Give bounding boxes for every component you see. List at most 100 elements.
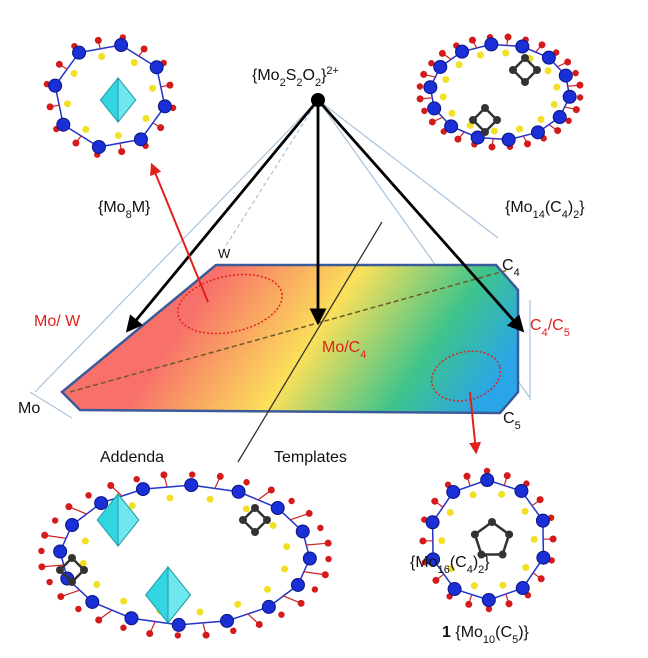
mo-atom [261,599,276,614]
oxygen-atom [243,479,250,486]
oxygen-atom [55,60,63,68]
carbon-atom [521,78,529,86]
carbon-atom [505,530,514,539]
carbon-atom [509,66,517,74]
label: C5 [503,410,521,432]
mo-atom [184,478,199,493]
mo-atom [231,484,246,499]
mo-atom [270,501,285,516]
label-run: (C [450,554,467,571]
label-run: } [321,67,327,84]
oxygen-atom [267,486,275,494]
label: {Mo14(C4)2} [505,199,585,221]
red-arrow [469,391,482,455]
mo-atom [536,550,551,565]
label-run: 2 [296,77,302,89]
sulfur-atom [544,67,552,75]
label-run: 10 [483,634,495,646]
sulfur-atom [114,132,122,140]
mo-atom [501,132,516,147]
sulfur-atom [70,70,78,78]
carbon-atom [56,566,64,574]
label-run: ) [568,199,573,216]
sulfur-atom [439,93,447,101]
mo-atom [541,50,556,65]
oxygen-atom [46,578,53,586]
mo-atom [48,78,63,93]
oxygen-atom [483,467,491,475]
label-run: Mo [18,400,40,417]
oxygen-atom [564,58,572,66]
mo-atom [56,117,71,132]
mo-atom [515,39,530,54]
sulfur-atom [128,502,136,510]
label-run: Mo/ W [34,313,81,330]
label: Mo/ W [34,313,81,330]
sulfur-atom [82,125,90,133]
oxygen-atom [38,547,45,555]
carbon-atom [498,550,507,559]
oxygen-atom [420,70,428,78]
mo-atom [124,611,139,626]
label-run: ) [473,554,478,571]
mo-atom [484,37,499,52]
bond [191,484,239,493]
carbon-atom [469,116,477,124]
label: {Mo2S2O2}2+ [252,65,339,89]
bond [100,488,144,504]
oxygen-atom [416,83,424,90]
oxygen-atom [216,472,224,480]
label-run: {Mo [505,199,533,216]
carbon-atom [239,516,247,524]
sulfur-atom [469,491,477,499]
sulfur-atom [81,537,89,545]
carbon-atom [68,578,76,586]
oxygen-atom [505,600,513,608]
label-run: C [503,410,515,427]
oxygen-atom [324,539,332,547]
oxygen-atom [38,563,46,571]
sulfur-atom [516,125,524,133]
oxygen-atom [572,106,580,114]
mo-atom [425,515,440,530]
plane [60,263,520,415]
sulfur-atom [476,51,484,59]
label-run: M} [132,199,151,216]
bond [306,542,329,546]
label: 1 {Mo10(C5)} [442,624,530,646]
label-run: 2 [478,564,484,576]
sulfur-atom [98,52,106,60]
oxygen-atom [576,94,584,101]
oxygen-atom [554,127,562,135]
sulfur-atom [130,59,138,67]
oxygen-atom [432,576,440,584]
oxygen-atom [188,471,196,478]
sulfur-atom [498,490,506,498]
oxygen-atom [305,509,313,517]
carbon-atom [493,116,501,124]
mo-atom [530,125,545,140]
dashed-axis [69,269,509,393]
label-run: 4 [467,564,473,576]
label-run: 4 [360,349,366,361]
oxygen-atom [174,632,182,639]
mo-atom [535,513,550,528]
sulfur-atom [537,115,545,123]
oxygen-atom [421,107,428,115]
label-run: Templates [274,449,347,466]
oxygen-atom [431,497,439,505]
polyhedron-face [117,76,137,124]
sulfur-atom [166,494,174,502]
label-run: O [303,67,315,84]
mo-atom [290,577,305,592]
label-run: 4 [542,327,548,339]
mo-atom [65,518,80,533]
label-run: 16 [438,564,450,576]
oxygen-atom [288,497,295,505]
mo-atom [558,68,573,83]
label-run: 2+ [326,65,339,77]
oxygen-atom [438,49,446,57]
sulfur-atom [448,109,456,117]
sulfur-atom [521,507,529,515]
